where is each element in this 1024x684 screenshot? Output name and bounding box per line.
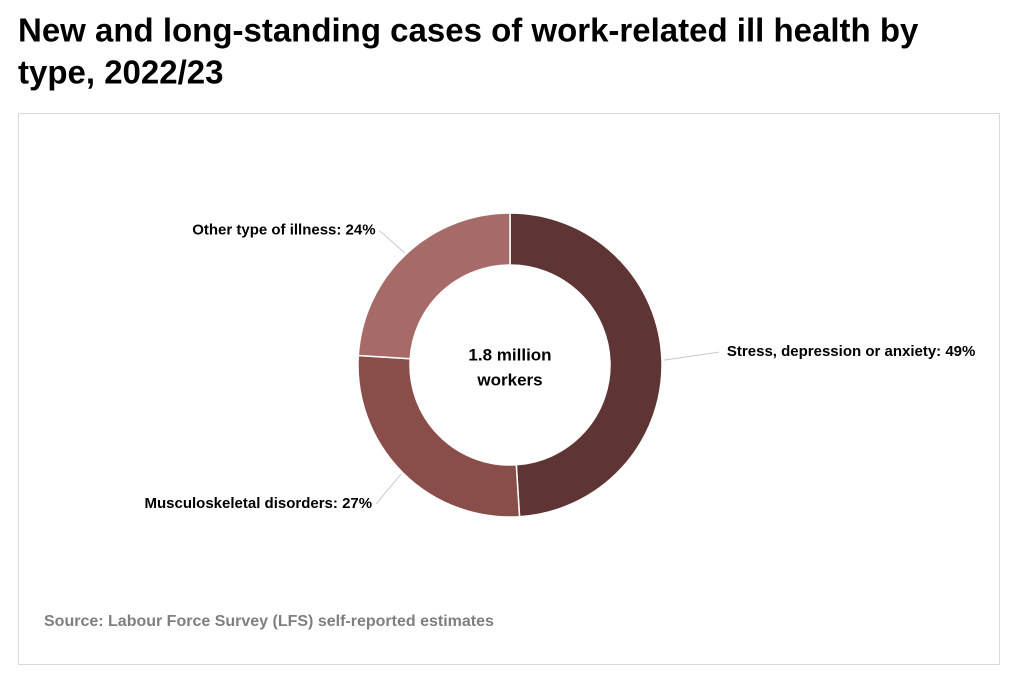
data-label: Musculoskeletal disorders: 27% bbox=[145, 495, 373, 512]
center-label: 1.8 million bbox=[468, 345, 551, 364]
donut-slice bbox=[509, 212, 663, 518]
source-note: Source: Labour Force Survey (LFS) self-r… bbox=[44, 613, 494, 630]
data-label: Other type of illness: 24% bbox=[192, 222, 375, 239]
chart-title: type, 2022/23 bbox=[18, 54, 223, 91]
data-label: Stress, depression or anxiety: 49% bbox=[727, 343, 975, 360]
chart-frame bbox=[18, 113, 1000, 665]
leader-line bbox=[379, 230, 405, 254]
donut-slice bbox=[357, 354, 521, 518]
leader-line bbox=[663, 351, 719, 361]
donut-slice bbox=[357, 212, 511, 360]
plot: Stress, depression or anxiety: 49% Muscul… bbox=[145, 212, 975, 518]
center-label: workers bbox=[476, 370, 542, 389]
leader-line bbox=[375, 473, 402, 505]
chart-title: New and long-standing cases of work-rela… bbox=[18, 12, 919, 49]
